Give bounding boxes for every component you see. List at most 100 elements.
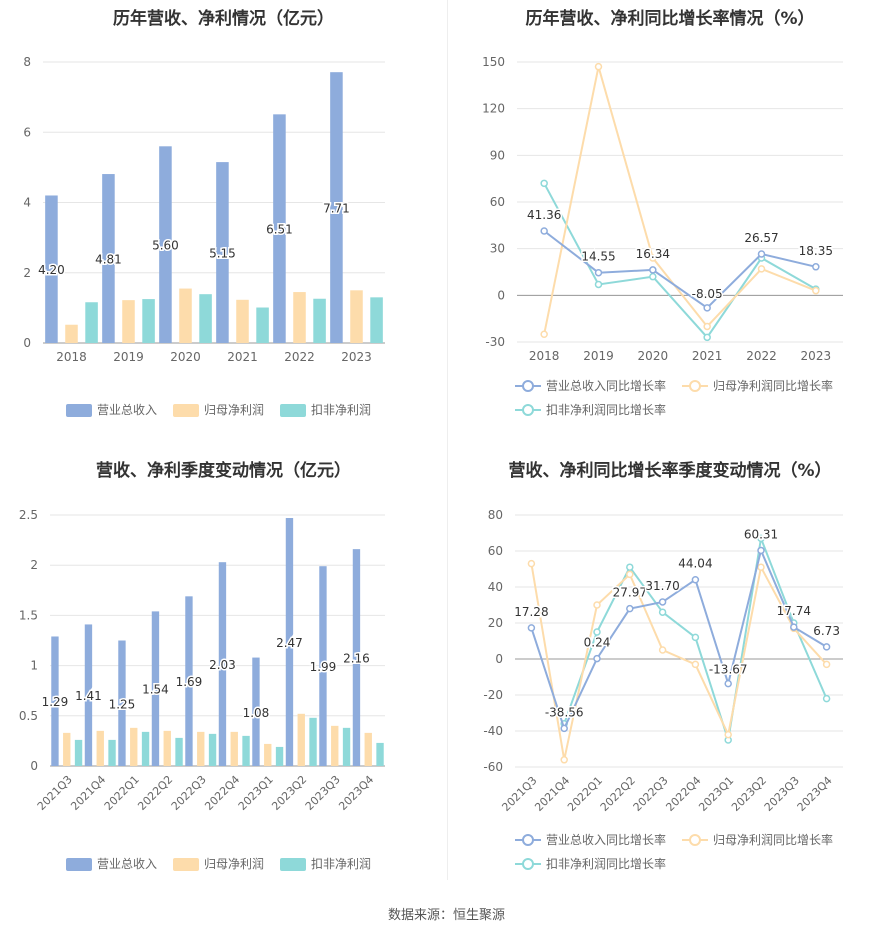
bar [218, 562, 227, 766]
data-source: 数据来源：恒生聚源 [387, 908, 505, 923]
y-tick-label: 20 [488, 616, 503, 630]
x-tick-label: 2021 [692, 349, 723, 363]
data-label: 60.31 [744, 527, 778, 541]
legend-swatch [280, 404, 306, 417]
legend-swatch [173, 858, 199, 871]
data-point [703, 322, 711, 331]
data-label: 17.28 [514, 605, 548, 619]
chart-title: 历年营收、净利同比增长率情况（%） [525, 9, 815, 29]
data-point [812, 286, 820, 295]
y-tick-label: 0 [497, 288, 505, 302]
data-point [594, 268, 603, 277]
data-point [626, 570, 634, 579]
y-tick-label: 4 [23, 196, 31, 210]
legend-marker [522, 858, 534, 870]
legend-label: 扣非净利润 [311, 857, 371, 871]
data-label: 31.70 [645, 579, 679, 593]
x-tick-label: 2020 [170, 350, 201, 364]
legend-swatch [66, 404, 92, 417]
data-point [560, 756, 568, 764]
data-label: 2.03 [209, 658, 236, 672]
bar [159, 146, 172, 343]
y-tick-label: 80 [488, 508, 503, 522]
legend-label: 营业总收入 [97, 857, 157, 871]
bar [197, 731, 205, 766]
data-point [649, 266, 657, 274]
y-tick-label: 30 [490, 242, 505, 256]
y-tick-label: 1 [30, 659, 38, 673]
chart-title: 营收、净利季度变动情况（亿元） [96, 461, 351, 481]
bar [45, 195, 58, 343]
bar [199, 294, 212, 343]
data-point [757, 563, 765, 571]
y-tick-label: 120 [482, 102, 505, 116]
data-label: 17.74 [777, 604, 811, 618]
data-point [540, 179, 548, 188]
y-tick-label: 150 [482, 55, 505, 69]
data-label: 2.47 [276, 636, 303, 650]
data-point [540, 227, 548, 235]
bar [313, 298, 326, 343]
bar [142, 299, 155, 343]
y-tick-label: 1.5 [19, 608, 38, 622]
data-label: 1.69 [176, 675, 203, 689]
data-label: 1.29 [42, 695, 69, 709]
legend-marker [689, 380, 701, 392]
x-tick-label: 2023Q4 [336, 773, 376, 813]
y-tick-label: -60 [483, 760, 503, 774]
legend-swatch [66, 858, 92, 871]
series-line [543, 66, 817, 335]
x-tick-label: 2023Q2 [729, 774, 769, 814]
y-tick-label: 8 [23, 55, 31, 69]
data-point [649, 254, 657, 262]
x-tick-label: 2019 [583, 349, 614, 363]
bar [85, 302, 98, 343]
chart-title: 营收、净利同比增长率季度变动情况（%） [508, 461, 832, 481]
data-label: -38.56 [545, 705, 584, 719]
bar [118, 640, 126, 766]
legend-label: 扣非净利润同比增长率 [546, 402, 666, 417]
data-label: 7.71 [323, 202, 350, 216]
data-label: 0.24 [584, 636, 611, 650]
data-point [593, 654, 601, 663]
annual-line-chart: -30 0 30 60 90 120 150 2018 2019 2020 2021 2022 2023… [482, 55, 843, 417]
x-tick-label: 2023 [341, 350, 372, 364]
data-point [757, 250, 766, 258]
data-point [724, 730, 732, 739]
x-tick-label: 2018 [56, 350, 87, 364]
y-tick-label: 0 [495, 652, 503, 666]
x-tick-label: 2022Q2 [135, 773, 175, 813]
data-point [626, 604, 634, 613]
bar [309, 717, 317, 766]
y-tick-label: 60 [488, 544, 503, 558]
data-label: 2.16 [343, 652, 370, 666]
data-point [658, 608, 667, 616]
data-label: 6.51 [266, 223, 293, 237]
data-point [691, 660, 700, 669]
x-tick-label: 2020 [638, 349, 669, 363]
data-label: 4.81 [95, 253, 122, 267]
bar [208, 733, 217, 766]
legend-label: 扣非净利润 [311, 403, 371, 417]
data-label: 14.55 [581, 250, 615, 264]
data-point [691, 575, 700, 584]
x-tick-label: 2019 [113, 350, 144, 364]
x-tick-label: 2022 [284, 350, 315, 364]
data-point [527, 559, 536, 568]
y-tick-label: 0 [23, 336, 31, 350]
annual-bar-chart: 0 2 4 6 8 2018 2019 2020 2021 2022 2023 4.20 4.81 5.6… [23, 55, 385, 417]
data-label: 4.20 [38, 263, 65, 277]
x-tick-label: 2022Q1 [102, 773, 142, 813]
x-tick-label: 2021Q3 [499, 774, 539, 814]
data-point [626, 563, 634, 571]
legend-marker [522, 404, 534, 416]
bar [74, 739, 83, 766]
bar [96, 730, 104, 766]
data-point [757, 534, 765, 543]
data-point [540, 330, 548, 338]
quarterly-revenue-profit-panel: 营收、净利季度变动情况（亿元） 0 0.5 1 1.5 2 2.5 2021Q3 2021Q4… [0, 450, 447, 890]
data-label: 1.25 [109, 697, 136, 711]
data-label: 44.04 [678, 557, 712, 571]
bar [175, 737, 183, 766]
x-tick-label: 2023Q1 [236, 773, 276, 813]
